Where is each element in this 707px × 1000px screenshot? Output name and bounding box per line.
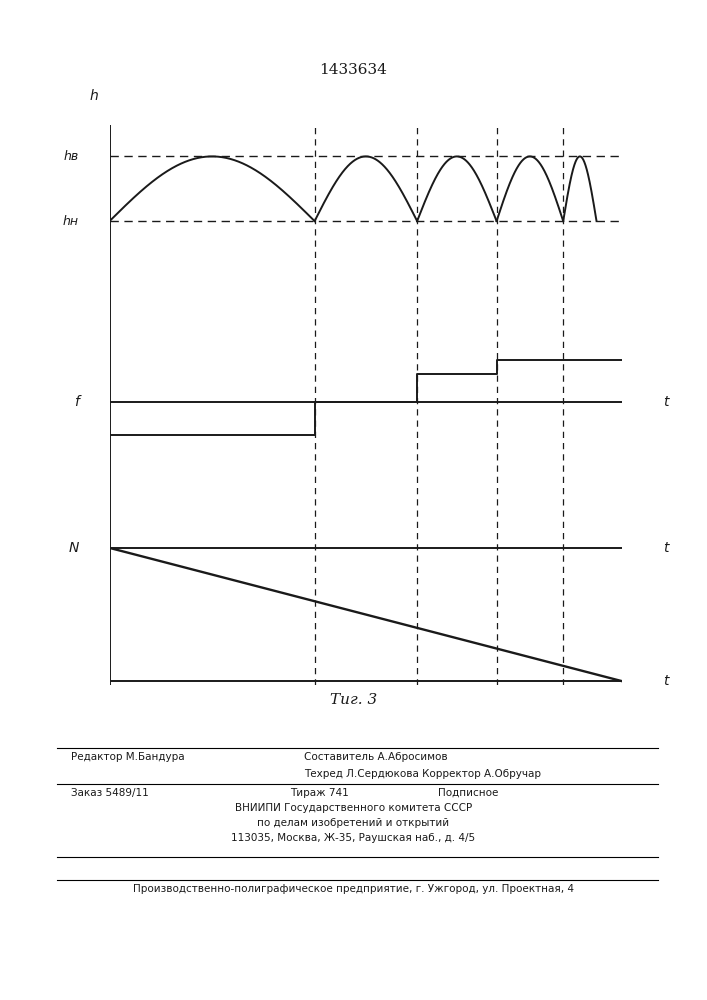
Text: Техред Л.Сердюкова Корректор А.Обручар: Техред Л.Сердюкова Корректор А.Обручар bbox=[304, 769, 541, 779]
Text: Подписное: Подписное bbox=[438, 788, 498, 798]
Text: h: h bbox=[90, 89, 98, 103]
Text: t: t bbox=[663, 674, 669, 688]
Text: Тираж 741: Тираж 741 bbox=[290, 788, 349, 798]
Text: по делам изобретений и открытий: по делам изобретений и открытий bbox=[257, 818, 450, 828]
Text: t: t bbox=[663, 395, 669, 409]
Text: Производственно-полиграфическое предприятие, г. Ужгород, ул. Проектная, 4: Производственно-полиграфическое предприя… bbox=[133, 884, 574, 894]
Text: N: N bbox=[69, 541, 79, 555]
Text: Заказ 5489/11: Заказ 5489/11 bbox=[71, 788, 148, 798]
Text: f: f bbox=[74, 395, 79, 409]
Text: Составитель А.Абросимов: Составитель А.Абросимов bbox=[304, 752, 448, 762]
Text: 1433634: 1433634 bbox=[320, 63, 387, 77]
Text: Τиг. 3: Τиг. 3 bbox=[330, 693, 377, 707]
Text: t: t bbox=[663, 541, 669, 555]
Text: hн: hн bbox=[63, 215, 79, 228]
Text: hв: hв bbox=[64, 150, 79, 163]
Text: 113035, Москва, Ж-35, Раушская наб., д. 4/5: 113035, Москва, Ж-35, Раушская наб., д. … bbox=[231, 833, 476, 843]
Text: ВНИИПИ Государственного комитета СССР: ВНИИПИ Государственного комитета СССР bbox=[235, 803, 472, 813]
Text: Редактор М.Бандура: Редактор М.Бандура bbox=[71, 752, 185, 762]
